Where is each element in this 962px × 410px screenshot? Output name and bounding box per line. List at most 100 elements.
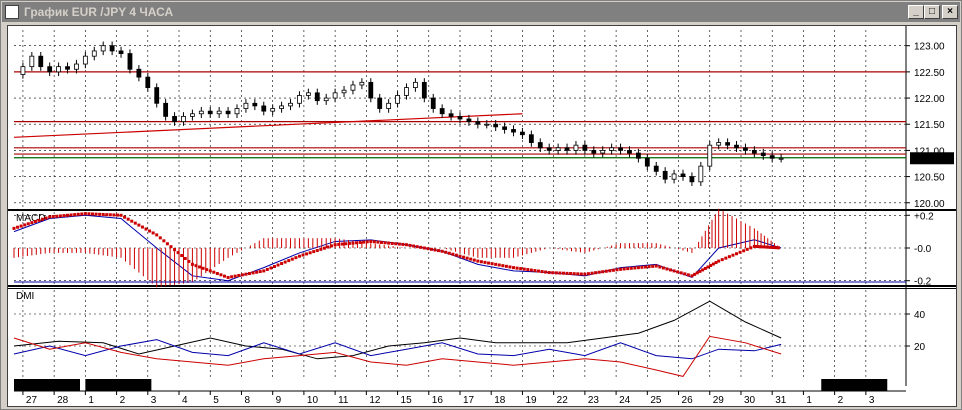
macd-signal-dot [148, 229, 152, 233]
macd-signal-dot [251, 271, 255, 275]
candle-body [573, 144, 579, 151]
macd-signal-dot [547, 271, 551, 275]
candle-body [412, 81, 418, 88]
macd-signal-dot [19, 224, 23, 228]
macd-signal-dot [312, 250, 316, 254]
candle-body [332, 92, 338, 99]
macd-signal-dot [198, 265, 202, 269]
macd-signal-dot [105, 213, 109, 217]
macd-signal-dot [137, 223, 141, 227]
macd-signal-dot [133, 221, 137, 225]
macd-signal-dot [226, 275, 230, 279]
macd-signal-dot [315, 248, 319, 252]
maximize-button[interactable]: □ [924, 5, 940, 19]
macd-signal-dot [58, 214, 62, 218]
macd-signal-dot [397, 242, 401, 246]
x-tick-label: 19 [525, 395, 537, 406]
macd-signal-dot [208, 269, 212, 273]
macd-signal-dot [73, 213, 77, 217]
close-button[interactable]: × [942, 5, 958, 19]
candle-body [29, 55, 35, 68]
macd-signal-dot [465, 256, 469, 260]
macd-signal-dot [426, 247, 430, 251]
macd-signal-dot [144, 227, 148, 231]
candle-body [591, 150, 597, 154]
macd-signal-dot [565, 271, 569, 275]
macd-signal-dot [94, 212, 98, 216]
macd-signal-dot [766, 245, 770, 249]
macd-signal-dot [669, 268, 673, 272]
macd-signal-dot [140, 225, 144, 229]
macd-signal-dot [362, 240, 366, 244]
macd-signal-dot [661, 266, 665, 270]
panel-2 [14, 290, 910, 378]
macd-signal-dot [451, 252, 455, 256]
candle-body [189, 113, 195, 117]
macd-signal-dot [760, 245, 764, 249]
macd-signal-dot [280, 262, 284, 266]
candle-body [118, 50, 124, 54]
macd-signal-dot [752, 244, 756, 248]
candle-body [528, 134, 534, 143]
macd-signal-dot [404, 243, 408, 247]
candle-body [154, 87, 160, 104]
candle-body [216, 110, 222, 115]
x-tick-label: 11 [338, 395, 349, 406]
x-tick-label: 24 [619, 395, 631, 406]
candle-body [91, 50, 97, 57]
x-tick-label: 22 [557, 395, 569, 406]
macd-signal-dot [173, 248, 177, 252]
candle-body [56, 66, 61, 73]
macd-signal-dot [44, 216, 48, 220]
candle-body [600, 150, 606, 154]
macd-signal-dot [83, 212, 87, 216]
candle-body [698, 165, 704, 183]
macd-signal-dot [522, 267, 526, 271]
macd-signal-dot [351, 241, 355, 245]
macd-signal-dot [615, 268, 619, 272]
candle-body [181, 115, 186, 123]
macd-signal-dot [487, 261, 491, 265]
title-bar[interactable]: График EUR /JPY 4 ЧАСА _ □ × [2, 2, 960, 22]
x-tick-label: 18 [494, 395, 506, 406]
macd-signal-dot [294, 256, 298, 260]
macd-signal-dot [540, 270, 544, 274]
candle-body [743, 147, 748, 151]
macd-signal-dot [369, 239, 373, 243]
candle-body [279, 105, 285, 109]
candle-body [404, 87, 409, 96]
macd-signal-dot [180, 254, 184, 258]
macd-signal-dot [80, 212, 84, 216]
macd-signal-dot [458, 254, 462, 258]
candle-body [618, 147, 623, 151]
macd-signal-dot [162, 239, 166, 243]
macd-signal-dot [223, 274, 227, 278]
macd-signal-dot [572, 272, 576, 276]
macd-signal-dot [219, 273, 223, 277]
candle-body [493, 123, 499, 128]
macd-signal-dot [472, 258, 476, 262]
macd-signal-dot [711, 262, 715, 266]
macd-signal-dot [126, 217, 130, 221]
macd-signal-dot [429, 247, 433, 251]
minimize-button[interactable]: _ [908, 5, 924, 19]
macd-signal-dot [212, 270, 216, 274]
macd-signal-dot [504, 264, 508, 268]
candle-body [234, 108, 240, 115]
macd-signal-dot [305, 252, 309, 256]
x-tick-label: 29 [713, 395, 725, 406]
macd-signal-dot [703, 266, 707, 270]
macd-signal-dot [768, 245, 772, 249]
macd-signal-dot [330, 244, 334, 248]
macd-signal-dot [738, 250, 742, 254]
macd-signal-dot [679, 271, 683, 275]
y-tick-label: 123.00 [914, 42, 945, 53]
candle-body [760, 152, 766, 157]
candle-body [520, 131, 525, 136]
candle-body [716, 142, 722, 146]
macd-signal-dot [447, 251, 451, 255]
chart-area[interactable]: 123.00 122.50 122.00 121.50 121.00 120.50 120.… [7, 25, 957, 407]
macd-signal-dot [551, 271, 555, 275]
x-tick-label: 10 [307, 395, 319, 406]
macd-signal-dot [337, 242, 341, 246]
